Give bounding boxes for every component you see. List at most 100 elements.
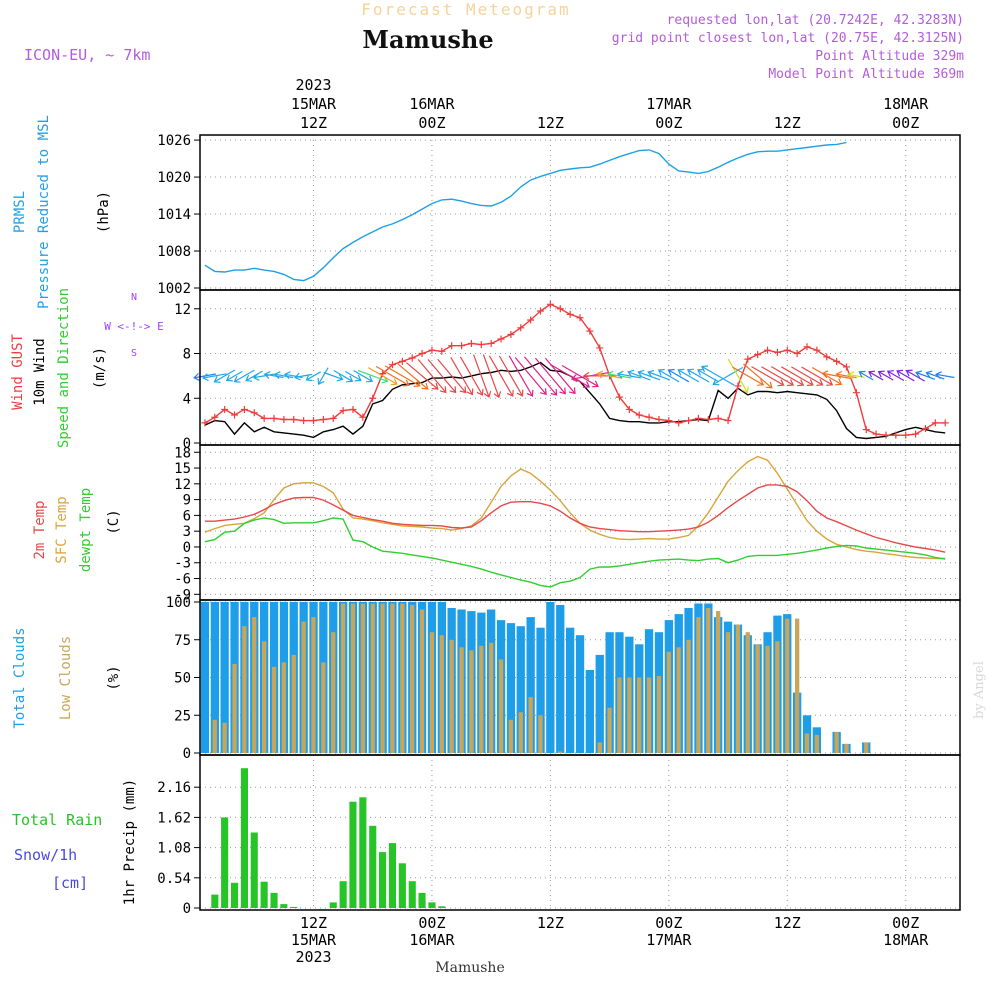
- bottom-time-label: 18MAR: [883, 931, 929, 949]
- wind-arrow: [811, 366, 843, 386]
- wind-arrow: [245, 370, 263, 382]
- pressure-line: [204, 141, 847, 282]
- wind-arrow: [396, 362, 429, 390]
- y-tick-label: 1.08: [157, 841, 191, 857]
- pressure-label-msl: Pressure Reduced to MSL: [36, 115, 52, 309]
- low-cloud-bar: [340, 603, 346, 753]
- y-tick-label: -6: [174, 572, 191, 588]
- low-cloud-bar: [232, 663, 237, 753]
- gust-marker: [724, 417, 732, 425]
- y-tick-label: 1026: [157, 133, 191, 149]
- gust-marker: [537, 307, 545, 315]
- rain-bar: [418, 892, 426, 908]
- low-cloud-bar: [429, 632, 435, 753]
- low-cloud-bar: [390, 603, 395, 753]
- top-time-label: 18MAR: [883, 95, 929, 113]
- rain-bar: [349, 801, 357, 908]
- rain-bar: [260, 881, 268, 908]
- footer-location: Mamushe: [435, 960, 504, 976]
- gust-marker: [240, 405, 248, 413]
- gust-marker: [941, 419, 949, 427]
- wind-arrow: [791, 366, 824, 386]
- low-cloud-bar: [607, 707, 612, 753]
- wind-arrow: [637, 369, 661, 381]
- gust-marker: [852, 389, 860, 397]
- wind-arrow: [751, 366, 785, 387]
- low-cloud-bar: [656, 676, 662, 753]
- wind-arrow: [459, 356, 484, 396]
- wind-arrow: [384, 365, 421, 387]
- cloud-label-unit: (%): [106, 665, 122, 690]
- low-cloud-bar: [558, 751, 563, 753]
- wind-arrow: [915, 370, 936, 380]
- top-time-label: 2023: [295, 76, 331, 94]
- temp-label-2m: 2m Temp: [32, 500, 48, 559]
- rain-bar: [398, 863, 406, 908]
- gust-marker: [912, 430, 920, 438]
- low-cloud-bar: [804, 733, 810, 753]
- model-altitude: Model Point Altitude 369m: [768, 67, 964, 82]
- total-cloud-bar: [516, 626, 525, 753]
- total-cloud-bar: [220, 602, 229, 753]
- y-tick-label: 1.62: [157, 810, 191, 826]
- gust-marker: [221, 405, 229, 413]
- rain-bar: [438, 906, 446, 908]
- wind-arrow: [935, 371, 955, 380]
- low-cloud-bar: [627, 677, 632, 753]
- low-cloud-bar: [795, 618, 800, 753]
- temp-label-sfc: SFC Temp: [54, 496, 70, 563]
- gust-marker: [773, 348, 781, 356]
- wind-arrow: [896, 369, 915, 382]
- wind-arrow: [482, 354, 502, 399]
- watermark: by Angel: [972, 661, 987, 719]
- gust-marker: [507, 331, 515, 339]
- low-cloud-bar: [696, 617, 701, 753]
- precip-labels: Total Rain Snow/1h [cm] 1hr Precip (mm): [12, 779, 138, 905]
- total-cloud-bar: [546, 602, 555, 753]
- y-tick-label: 9: [183, 493, 191, 509]
- wind-arrow: [727, 358, 749, 394]
- gust-marker: [280, 416, 288, 424]
- gust-marker: [477, 341, 485, 349]
- top-time-label: 12Z: [774, 114, 801, 132]
- gust-marker: [408, 354, 416, 362]
- gust-marker: [418, 350, 426, 358]
- panel-precipitation: 0 0.54 1.08 1.62 2.16 Total Rain Snow/1h [cm] 1h…: [12, 755, 960, 917]
- low-cloud-bar: [262, 641, 267, 753]
- gust-marker: [813, 346, 821, 354]
- low-cloud-bar: [646, 677, 652, 753]
- gust-marker: [467, 339, 475, 347]
- gust-marker: [783, 346, 791, 354]
- low-cloud-bar: [459, 647, 464, 753]
- low-cloud-bar: [686, 639, 691, 754]
- bottom-time-label: 17MAR: [646, 931, 692, 949]
- wind-labels: Wind GUST 10m Wind Speed and Direction (m/s…: [10, 288, 164, 448]
- gust-marker: [398, 357, 406, 365]
- top-time-label: 16MAR: [409, 95, 455, 113]
- direction-legend-n: N: [131, 292, 137, 303]
- wind-arrow: [627, 369, 651, 381]
- temp-label-dewpt: dewpt Temp: [78, 488, 94, 572]
- top-time-label: 15MAR: [291, 95, 337, 113]
- total-cloud-bar: [566, 627, 575, 753]
- low-cloud-bar: [706, 608, 711, 753]
- low-cloud-bar: [864, 742, 869, 753]
- low-cloud-bar: [597, 742, 602, 753]
- chart-title: Mamushe: [362, 25, 493, 54]
- panel-clouds: 0 25 50 75 100 Total Clouds Low Clouds (%): [12, 595, 960, 762]
- gust-marker: [556, 305, 564, 313]
- wind-arrow: [761, 366, 795, 387]
- gust-marker: [704, 416, 712, 424]
- wind-arrow: [344, 370, 362, 382]
- gust-marker: [625, 405, 633, 413]
- rain-bar: [428, 902, 436, 908]
- point-altitude: Point Altitude 329m: [815, 49, 964, 64]
- gust-marker: [714, 414, 722, 422]
- low-cloud-bar: [439, 635, 444, 753]
- y-tick-label: 1020: [157, 170, 191, 186]
- low-cloud-bar: [469, 650, 474, 753]
- low-cloud-bar: [479, 645, 484, 753]
- y-tick-label: 3: [183, 524, 191, 540]
- precip-label-snow: Snow/1h: [14, 846, 77, 864]
